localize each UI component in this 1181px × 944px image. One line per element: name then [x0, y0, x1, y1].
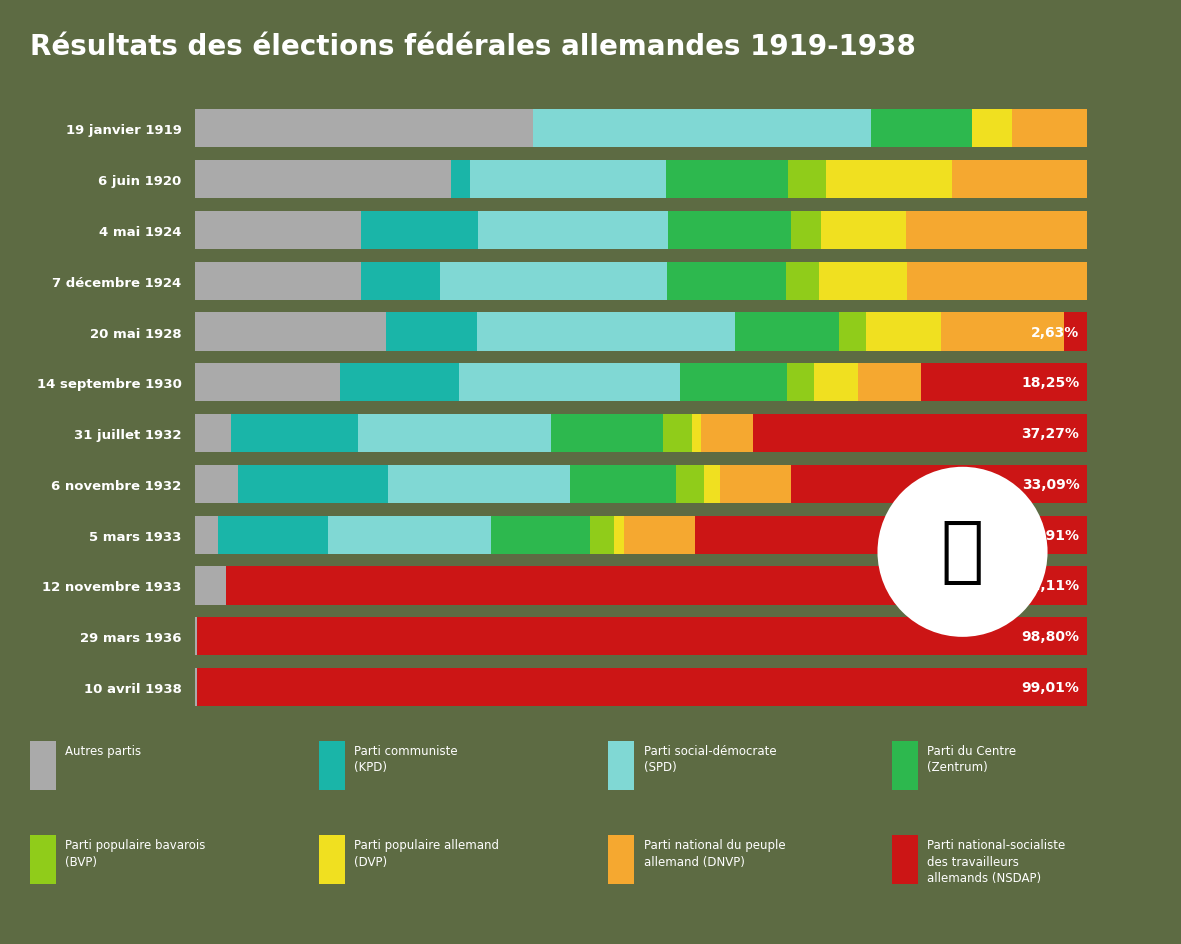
- Bar: [791, 465, 1087, 503]
- Bar: [818, 262, 907, 300]
- Bar: [787, 262, 818, 300]
- Bar: [237, 465, 389, 503]
- Bar: [821, 211, 906, 250]
- Bar: [361, 262, 439, 300]
- Bar: [667, 262, 787, 300]
- Bar: [696, 516, 1087, 554]
- Bar: [680, 363, 788, 402]
- Bar: [195, 516, 218, 554]
- Bar: [827, 160, 952, 199]
- Text: 2,63%: 2,63%: [1031, 325, 1079, 339]
- Bar: [735, 313, 840, 351]
- Text: Parti national du peuple
allemand (DNVP): Parti national du peuple allemand (DNVP): [644, 838, 785, 868]
- Bar: [700, 414, 753, 453]
- Bar: [195, 566, 226, 605]
- Bar: [789, 160, 827, 199]
- Bar: [667, 211, 791, 250]
- Bar: [195, 668, 197, 706]
- Bar: [590, 516, 614, 554]
- Bar: [840, 313, 866, 351]
- Bar: [490, 516, 590, 554]
- Text: 43,91%: 43,91%: [1022, 528, 1079, 542]
- Text: Parti du Centre
(Zentrum): Parti du Centre (Zentrum): [927, 744, 1016, 773]
- Text: 98,80%: 98,80%: [1022, 630, 1079, 644]
- Text: Parti populaire allemand
(DVP): Parti populaire allemand (DVP): [354, 838, 500, 868]
- Text: 99,01%: 99,01%: [1022, 681, 1079, 695]
- Bar: [906, 211, 1087, 250]
- Bar: [340, 363, 459, 402]
- Bar: [907, 262, 1087, 300]
- Text: Résultats des élections fédérales allemandes 1919-1938: Résultats des élections fédérales allema…: [30, 33, 915, 61]
- Bar: [952, 160, 1087, 199]
- Bar: [195, 414, 230, 453]
- Bar: [1012, 110, 1087, 148]
- Bar: [570, 465, 677, 503]
- Bar: [791, 211, 821, 250]
- Bar: [815, 363, 859, 402]
- Text: Parti national-socialiste
des travailleurs
allemands (NSDAP): Parti national-socialiste des travailleu…: [927, 838, 1065, 885]
- Bar: [478, 211, 667, 250]
- Bar: [197, 617, 1087, 656]
- Bar: [477, 313, 735, 351]
- Bar: [666, 160, 789, 199]
- Bar: [870, 110, 972, 148]
- Bar: [439, 262, 667, 300]
- Bar: [972, 110, 1012, 148]
- Bar: [859, 363, 921, 402]
- Bar: [386, 313, 477, 351]
- Bar: [195, 211, 361, 250]
- Bar: [195, 313, 386, 351]
- Bar: [218, 516, 327, 554]
- Text: 卐: 卐: [941, 517, 984, 587]
- Bar: [753, 414, 1087, 453]
- Bar: [195, 262, 361, 300]
- Bar: [664, 414, 692, 453]
- Text: 33,09%: 33,09%: [1022, 478, 1079, 492]
- Bar: [327, 516, 490, 554]
- Bar: [677, 465, 704, 503]
- Text: Parti communiste
(KPD): Parti communiste (KPD): [354, 744, 458, 773]
- Bar: [361, 211, 478, 250]
- Bar: [451, 160, 470, 199]
- Bar: [1064, 313, 1087, 351]
- Bar: [941, 313, 1064, 351]
- Bar: [533, 110, 870, 148]
- Bar: [195, 160, 451, 199]
- Bar: [358, 414, 552, 453]
- Bar: [614, 516, 625, 554]
- Bar: [921, 363, 1087, 402]
- Text: Parti social-démocrate
(SPD): Parti social-démocrate (SPD): [644, 744, 776, 773]
- Bar: [230, 414, 358, 453]
- Bar: [866, 313, 941, 351]
- Text: 37,27%: 37,27%: [1022, 427, 1079, 441]
- Text: 18,25%: 18,25%: [1022, 376, 1079, 390]
- Bar: [625, 516, 696, 554]
- Text: Parti populaire bavarois
(BVP): Parti populaire bavarois (BVP): [65, 838, 205, 868]
- Bar: [226, 566, 1087, 605]
- Bar: [552, 414, 664, 453]
- Bar: [195, 617, 197, 656]
- Bar: [195, 110, 533, 148]
- Bar: [195, 363, 340, 402]
- Bar: [197, 668, 1087, 706]
- Bar: [692, 414, 700, 453]
- Text: Autres partis: Autres partis: [65, 744, 141, 757]
- Bar: [704, 465, 720, 503]
- Bar: [788, 363, 815, 402]
- Text: 92,11%: 92,11%: [1022, 579, 1079, 593]
- Bar: [470, 160, 666, 199]
- Bar: [389, 465, 570, 503]
- Bar: [459, 363, 680, 402]
- Bar: [720, 465, 791, 503]
- Bar: [195, 465, 237, 503]
